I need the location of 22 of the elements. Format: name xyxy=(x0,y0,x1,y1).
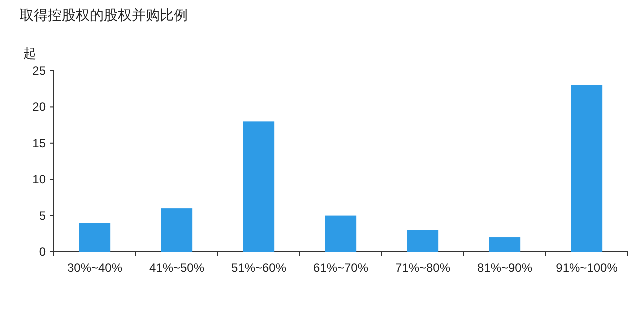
y-tick-label: 0 xyxy=(39,245,46,259)
x-tick-label: 30%~40% xyxy=(67,261,123,275)
y-tick-label: 10 xyxy=(32,172,46,187)
bar xyxy=(571,85,603,252)
bar xyxy=(489,238,521,252)
y-tick-label: 25 xyxy=(32,64,46,78)
bar xyxy=(79,223,111,252)
x-tick-label: 71%~80% xyxy=(395,261,451,275)
x-tick-label: 91%~100% xyxy=(556,261,618,275)
bar xyxy=(407,230,439,252)
x-tick-label: 61%~70% xyxy=(313,261,369,275)
x-tick-label: 41%~50% xyxy=(149,261,205,275)
x-tick-label: 51%~60% xyxy=(231,261,287,275)
bar xyxy=(325,216,357,252)
bar xyxy=(243,122,275,252)
y-tick-label: 20 xyxy=(32,100,46,114)
chart-title: 取得控股权的股权并购比例 xyxy=(20,7,188,23)
x-tick-label: 81%~90% xyxy=(477,261,533,275)
y-tick-label: 15 xyxy=(32,136,46,150)
bar xyxy=(161,208,193,252)
y-axis-title: 起 xyxy=(24,46,36,61)
y-tick-label: 5 xyxy=(39,208,46,223)
